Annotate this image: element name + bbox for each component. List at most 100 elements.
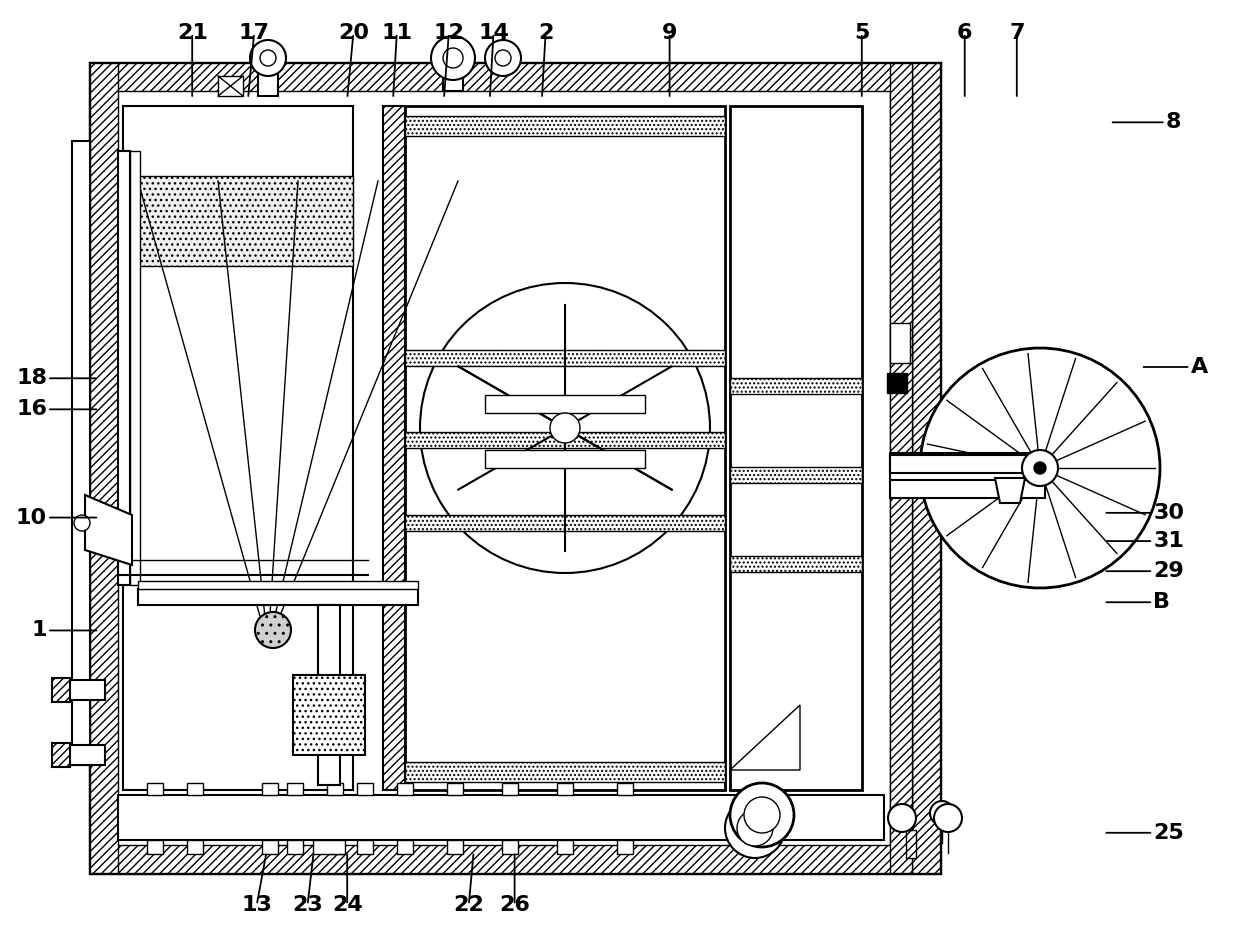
Bar: [357, 783, 373, 795]
Bar: [405, 106, 725, 790]
Circle shape: [260, 50, 277, 66]
Bar: [118, 795, 884, 840]
Text: 24: 24: [332, 895, 362, 916]
Bar: [118, 151, 130, 585]
Bar: [405, 116, 725, 136]
Bar: [405, 350, 725, 366]
Bar: [405, 432, 725, 448]
Bar: [397, 840, 413, 854]
Text: 30: 30: [1153, 502, 1184, 523]
Text: 31: 31: [1153, 531, 1184, 551]
Circle shape: [74, 515, 91, 531]
Bar: [123, 106, 353, 790]
Text: 7: 7: [1009, 23, 1024, 43]
Bar: [262, 783, 278, 795]
Bar: [138, 589, 418, 605]
Bar: [890, 453, 1040, 483]
Bar: [91, 845, 940, 873]
Bar: [887, 373, 906, 393]
Text: 2: 2: [538, 23, 553, 43]
Bar: [485, 395, 645, 413]
Text: 14: 14: [479, 23, 508, 43]
Text: 6: 6: [957, 23, 972, 43]
Bar: [890, 480, 1045, 498]
Text: 16: 16: [16, 399, 47, 420]
Bar: [60, 745, 105, 765]
Bar: [405, 515, 725, 531]
Bar: [52, 743, 69, 767]
Bar: [730, 467, 862, 483]
Text: 26: 26: [500, 895, 529, 916]
Circle shape: [1034, 462, 1047, 474]
Bar: [557, 840, 573, 854]
Polygon shape: [994, 478, 1025, 503]
Circle shape: [432, 36, 475, 80]
Bar: [890, 63, 911, 873]
Bar: [485, 450, 645, 468]
Bar: [293, 675, 365, 755]
Circle shape: [737, 810, 773, 846]
Text: 5: 5: [854, 23, 869, 43]
Bar: [443, 43, 463, 91]
Bar: [446, 783, 463, 795]
Polygon shape: [86, 495, 131, 565]
Bar: [397, 783, 413, 795]
Bar: [618, 783, 632, 795]
Bar: [187, 840, 203, 854]
Text: 12: 12: [434, 23, 464, 43]
Text: 8: 8: [1166, 112, 1180, 133]
Circle shape: [1022, 450, 1058, 486]
Bar: [286, 783, 303, 795]
Circle shape: [420, 283, 711, 573]
Bar: [911, 63, 940, 873]
Bar: [218, 76, 243, 96]
Text: 18: 18: [16, 368, 47, 389]
Text: 29: 29: [1153, 561, 1184, 582]
Bar: [317, 605, 340, 785]
Circle shape: [934, 804, 962, 832]
Bar: [327, 840, 343, 854]
Bar: [890, 323, 910, 363]
Circle shape: [485, 40, 521, 76]
Bar: [130, 151, 140, 585]
Text: 10: 10: [16, 507, 47, 528]
Bar: [312, 840, 345, 854]
Bar: [258, 71, 278, 96]
Bar: [72, 141, 91, 765]
Text: 21: 21: [177, 23, 207, 43]
Text: 20: 20: [337, 23, 370, 43]
Bar: [148, 783, 162, 795]
Bar: [262, 840, 278, 854]
Circle shape: [725, 798, 785, 858]
Circle shape: [255, 612, 291, 648]
Bar: [618, 840, 632, 854]
Circle shape: [730, 783, 794, 847]
Text: 17: 17: [238, 23, 270, 43]
Text: 9: 9: [662, 23, 677, 43]
Bar: [187, 783, 203, 795]
Text: B: B: [1153, 592, 1171, 613]
Bar: [327, 783, 343, 795]
Circle shape: [888, 804, 916, 832]
Circle shape: [551, 413, 580, 443]
Text: 1: 1: [32, 620, 47, 641]
Bar: [502, 783, 518, 795]
Text: 23: 23: [293, 895, 322, 916]
Circle shape: [250, 40, 286, 76]
Bar: [557, 783, 573, 795]
Circle shape: [495, 50, 511, 66]
Bar: [91, 63, 118, 873]
Text: 25: 25: [1153, 822, 1184, 843]
Bar: [138, 581, 418, 589]
Circle shape: [744, 797, 780, 833]
Bar: [123, 176, 353, 266]
Text: 13: 13: [242, 895, 272, 916]
Bar: [383, 106, 405, 790]
Bar: [730, 378, 862, 394]
Bar: [60, 680, 105, 700]
Circle shape: [920, 348, 1159, 588]
Text: 22: 22: [454, 895, 484, 916]
Bar: [906, 830, 916, 858]
Bar: [890, 455, 1035, 473]
Bar: [405, 762, 725, 782]
